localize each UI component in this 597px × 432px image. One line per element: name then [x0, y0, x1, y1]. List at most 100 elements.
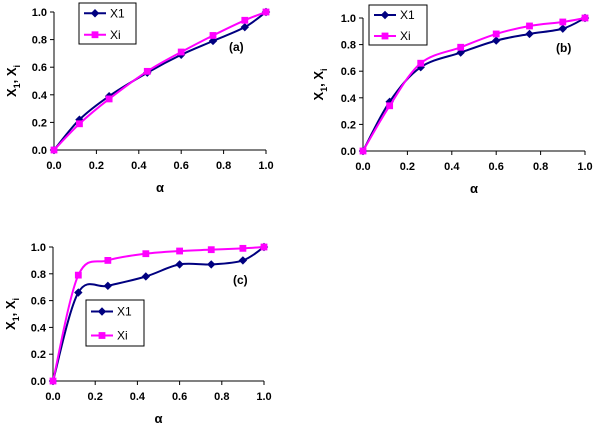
legend-swatch-marker — [91, 31, 99, 39]
data-point-xi — [457, 43, 465, 51]
data-point-xi — [239, 244, 247, 252]
x-axis-label: α — [155, 411, 163, 426]
x-tick-label: 0.4 — [444, 161, 460, 173]
data-point-xi — [76, 120, 83, 128]
x-tick-label: 0.6 — [172, 391, 187, 403]
x-tick-label: 0.0 — [46, 160, 61, 172]
y-tick-label: 0.4 — [31, 322, 47, 334]
data-point-x1 — [103, 281, 113, 291]
data-point-xi — [241, 16, 249, 24]
chart-panel-1: 0.0 0.2 0.4 0.6 0.8 1.0 0.0 0.2 0.4 0.6 0.8 1.0 α X1,… — [4, 2, 274, 195]
legend: X1 Xi — [78, 2, 137, 45]
legend-label: X1 — [400, 8, 415, 22]
data-point-xi — [143, 67, 151, 75]
data-point-xi — [104, 257, 112, 264]
data-point-xi — [105, 95, 113, 103]
y-tick-label: 0.2 — [31, 349, 46, 361]
data-point-xi — [207, 246, 215, 254]
data-point-xi — [142, 250, 150, 258]
data-point-x1 — [492, 36, 501, 45]
y-axis-label: X1, Xi — [4, 65, 22, 97]
legend-swatch-marker — [380, 10, 390, 20]
data-point-xi — [50, 146, 58, 154]
y-tick-label: 0.0 — [31, 376, 46, 388]
legend-label: X1 — [110, 6, 125, 20]
y-tick-label: 0.8 — [341, 40, 356, 52]
legend-label: Xi — [400, 29, 411, 43]
data-point-x1 — [238, 256, 248, 265]
series-line-xi — [52, 246, 265, 382]
x-tick-label: 0.0 — [355, 161, 370, 173]
data-point-xi — [49, 377, 57, 385]
legend-swatch-marker — [90, 9, 100, 18]
chart-panel-3: 0.0 0.2 0.4 0.6 0.8 1.0 0.0 0.2 0.4 0.6 0.8 1.0 α X1,… — [3, 242, 272, 426]
y-tick-label: 0.0 — [32, 145, 47, 157]
data-point-xi — [177, 48, 185, 56]
legend-box — [85, 299, 145, 347]
data-point-xi — [581, 14, 589, 22]
x-tick-label: 0.8 — [214, 391, 229, 403]
x-tick-label: 0.8 — [533, 161, 548, 173]
legend-swatch-marker — [381, 32, 389, 40]
legend-box — [78, 2, 137, 45]
legend-label: Xi — [117, 329, 128, 343]
y-tick-label: 0.0 — [341, 146, 356, 158]
x-tick-label: 0.0 — [45, 391, 60, 403]
x-tick-label: 0.2 — [400, 161, 415, 173]
data-point-x1 — [558, 24, 567, 33]
data-point-x1 — [240, 22, 249, 32]
data-point-xi — [386, 102, 394, 110]
series-line-x1 — [52, 246, 265, 382]
data-point-xi — [262, 8, 270, 16]
panel-label: (a) — [229, 40, 244, 54]
x-axis-label: α — [470, 181, 478, 196]
y-tick-label: 0.2 — [32, 117, 47, 129]
data-point-x1 — [208, 36, 218, 46]
y-tick-label: 1.0 — [32, 7, 47, 19]
legend: X1 Xi — [85, 299, 145, 347]
legend: X1 Xi — [368, 4, 428, 46]
x-tick-label: 0.2 — [88, 391, 103, 403]
data-point-x1 — [525, 29, 534, 39]
data-point-xi — [209, 32, 217, 39]
x-tick-label: 1.0 — [258, 160, 273, 172]
y-axis-label: X1, Xi — [3, 298, 21, 330]
x-tick-label: 0.2 — [89, 160, 104, 172]
y-tick-label: 0.6 — [31, 296, 46, 308]
y-tick-label: 1.0 — [31, 242, 46, 254]
legend-swatch-marker — [98, 332, 106, 339]
data-point-xi — [74, 271, 82, 279]
data-point-xi — [559, 18, 567, 26]
y-tick-label: 1.0 — [341, 13, 356, 25]
data-point-xi — [526, 22, 533, 30]
chart-panel-2: 0.0 0.2 0.4 0.6 0.8 1.0 0.0 0.2 0.4 0.6 0.8 1.0 α X1,… — [311, 4, 593, 196]
y-tick-label: 0.4 — [341, 93, 357, 105]
y-tick-label: 0.2 — [341, 119, 356, 131]
y-tick-label: 0.6 — [32, 62, 47, 74]
data-point-xi — [176, 247, 183, 255]
y-tick-label: 0.6 — [341, 66, 356, 78]
x-tick-label: 0.6 — [489, 161, 504, 173]
x-tick-label: 0.8 — [216, 160, 231, 172]
data-point-x1 — [141, 272, 151, 281]
legend-swatch-marker — [97, 307, 107, 316]
data-point-xi — [359, 147, 367, 155]
data-point-xi — [492, 30, 500, 38]
x-tick-label: 0.4 — [131, 160, 147, 172]
data-point-x1 — [207, 260, 216, 269]
x-tick-label: 0.4 — [130, 391, 146, 403]
legend-box — [368, 4, 428, 46]
x-axis-label: α — [156, 180, 164, 195]
data-point-xi — [260, 243, 268, 251]
x-tick-label: 1.0 — [577, 161, 592, 173]
y-axis-label: X1, Xi — [311, 68, 329, 100]
legend-label: Xi — [110, 28, 121, 42]
x-tick-label: 1.0 — [256, 391, 271, 403]
data-point-x1 — [74, 288, 83, 297]
data-point-x1 — [175, 260, 184, 269]
panel-label: (c) — [233, 273, 248, 287]
legend-label: X1 — [117, 305, 132, 319]
x-tick-label: 0.6 — [174, 160, 189, 172]
data-point-xi — [417, 59, 425, 67]
